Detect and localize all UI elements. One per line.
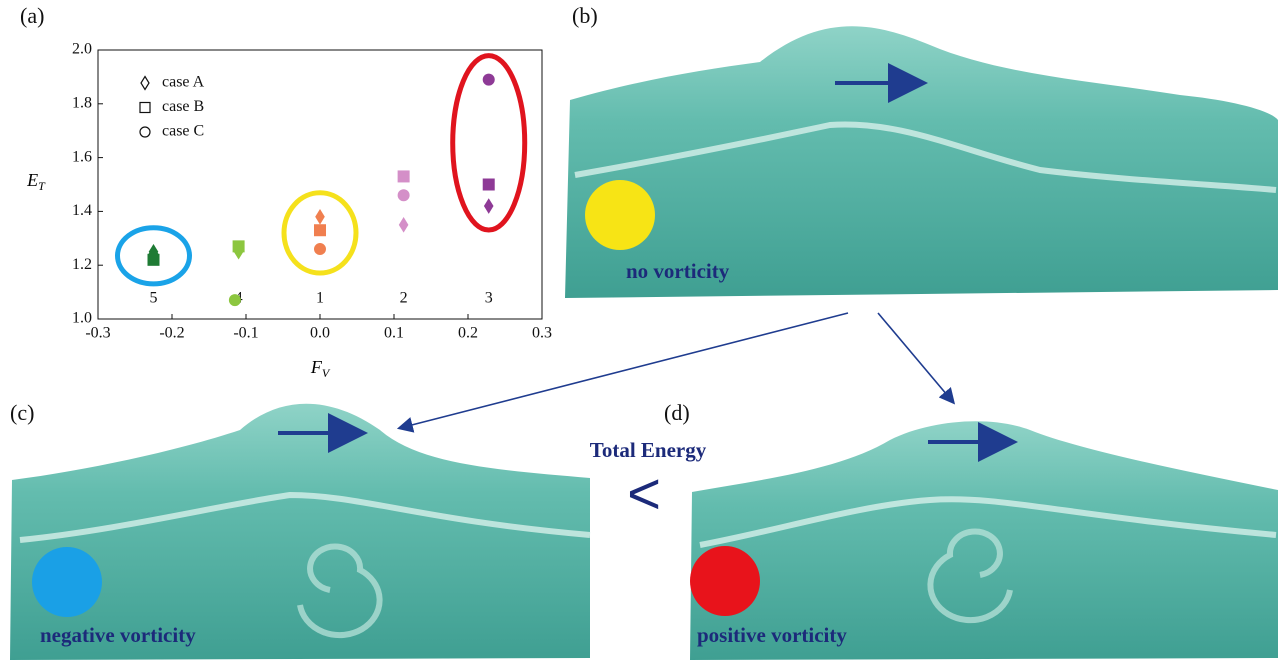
point <box>314 243 326 255</box>
x-tick-label: -0.2 <box>159 325 184 342</box>
group-label: 5 <box>150 290 158 307</box>
panel-label: (c) <box>10 400 34 425</box>
point <box>148 251 160 263</box>
arrow <box>878 313 953 402</box>
point <box>398 170 410 182</box>
point <box>483 74 495 86</box>
panel-label: (d) <box>664 400 690 425</box>
x-tick-label: 0.1 <box>384 325 404 342</box>
panel-label: (a) <box>20 3 44 28</box>
point <box>484 198 494 214</box>
note: no vorticity <box>626 259 730 283</box>
legend-label: case B <box>162 98 204 115</box>
x-tick-label: 0.2 <box>458 325 478 342</box>
comparison: < <box>627 461 661 526</box>
y-tick-label: 2.0 <box>72 41 92 58</box>
y-tick-label: 1.8 <box>72 94 92 111</box>
point <box>399 217 409 233</box>
point <box>233 240 245 252</box>
x-tick-label: 0.3 <box>532 325 552 342</box>
note: negative vorticity <box>40 623 196 647</box>
point <box>229 294 241 306</box>
legend-marker <box>141 77 149 90</box>
point <box>483 179 495 191</box>
y-tick-label: 1.2 <box>72 256 92 273</box>
group-label: 1 <box>316 290 324 307</box>
x-tick-label: -0.1 <box>233 325 258 342</box>
x-tick-label: 0.0 <box>310 325 330 342</box>
legend-label: case A <box>162 74 205 91</box>
y-axis-label: ET <box>26 170 46 193</box>
x-tick-label: -0.3 <box>85 325 110 342</box>
y-axis-label-main: E <box>26 170 38 190</box>
point <box>314 224 326 236</box>
y-tick-label: 1.6 <box>72 148 92 165</box>
point <box>398 189 410 201</box>
figure: (a) (b) (c) (d) no vorticity negative vo… <box>0 0 1286 662</box>
panel-label: (b) <box>572 3 598 28</box>
x-axis-label-sub: V <box>322 366 331 380</box>
y-tick-label: 1.4 <box>72 202 92 219</box>
group-label: 3 <box>485 290 493 307</box>
note: positive vorticity <box>697 623 847 647</box>
legend-label: case C <box>162 123 204 140</box>
group-label: 2 <box>400 290 408 307</box>
wave-c <box>10 404 590 660</box>
wave-b <box>565 26 1278 298</box>
note: Total Energy <box>590 438 707 462</box>
legend-marker <box>140 103 150 113</box>
x-axis-label: FV <box>310 357 331 380</box>
point <box>315 209 325 225</box>
y-axis-label-sub: T <box>38 179 46 193</box>
legend-marker <box>140 127 150 137</box>
